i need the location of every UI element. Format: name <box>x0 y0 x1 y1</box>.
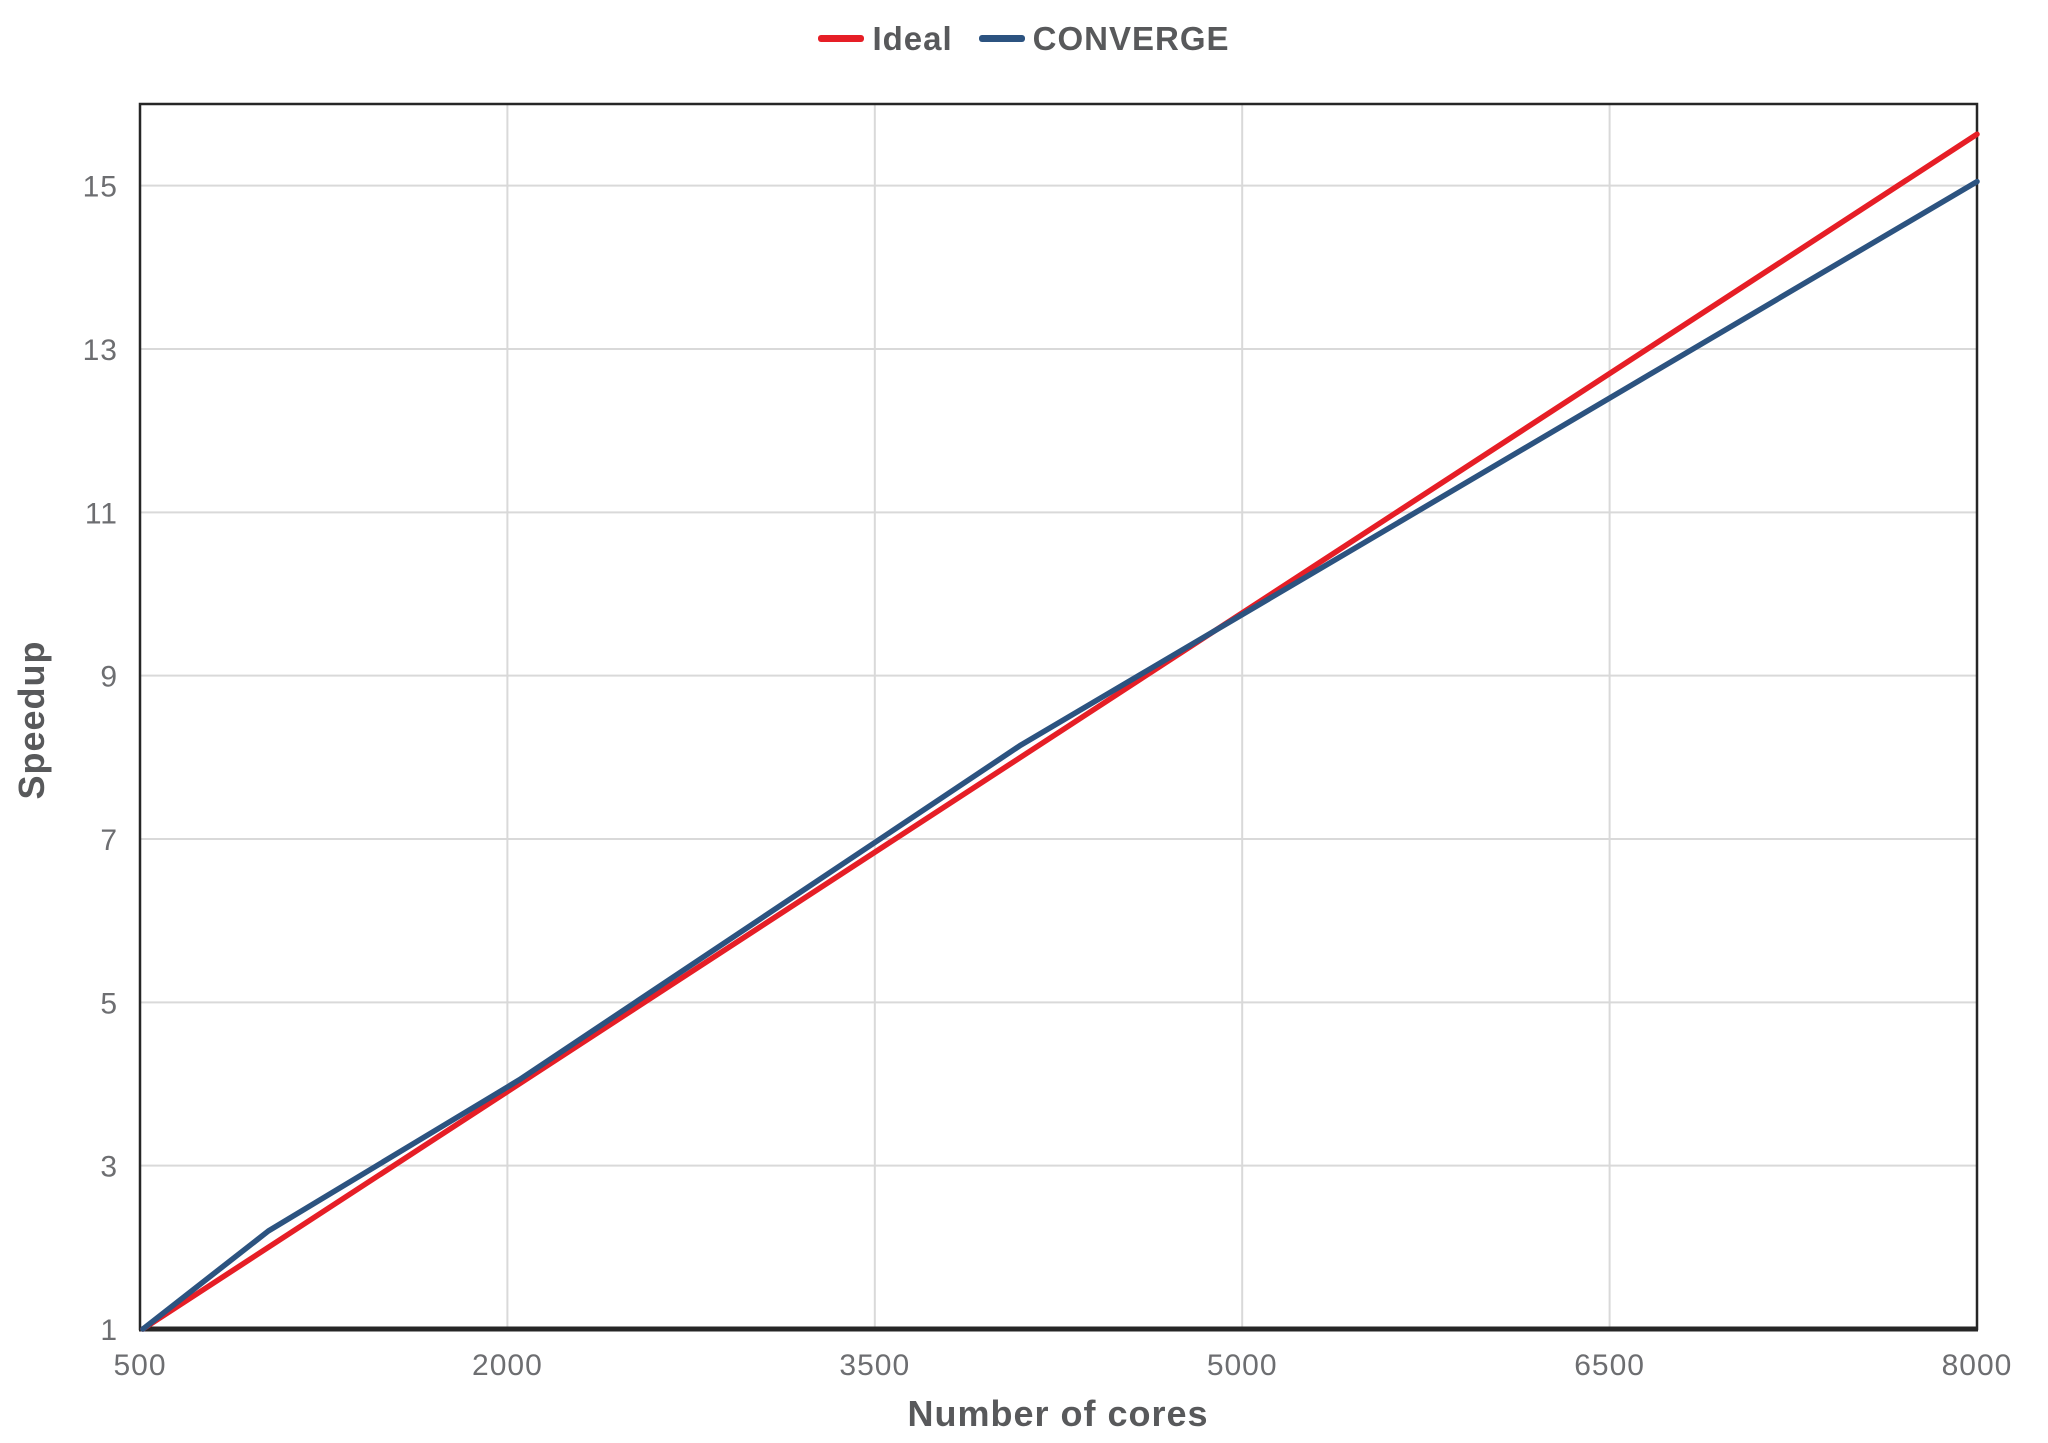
series-lines <box>140 131 1980 1332</box>
gridlines <box>140 104 1977 1329</box>
x-tick-label: 5000 <box>1207 1349 1278 1382</box>
y-tick-label: 7 <box>100 824 118 857</box>
legend-swatch-ideal <box>818 35 865 42</box>
x-tick-label: 3500 <box>839 1349 910 1382</box>
y-tick-label: 15 <box>83 171 118 204</box>
legend-label: CONVERGE <box>1032 20 1230 57</box>
axes <box>138 102 1979 1332</box>
x-tick-label: 500 <box>113 1349 166 1382</box>
chart-legend: Ideal CONVERGE <box>0 22 2048 55</box>
y-tick-label: 9 <box>100 661 118 694</box>
series-line-converge <box>140 178 1980 1332</box>
x-axis-title: Number of cores <box>907 1393 1208 1434</box>
x-tick-label: 2000 <box>472 1349 543 1382</box>
series-line-ideal <box>140 131 1980 1332</box>
x-tick-label: 8000 <box>1942 1349 2013 1382</box>
y-tick-label: 5 <box>100 987 118 1020</box>
y-axis-title: Speedup <box>11 640 52 799</box>
y-tick-label: 11 <box>85 497 118 530</box>
y-tick-label: 3 <box>100 1151 118 1184</box>
legend-item-converge: CONVERGE <box>978 20 1230 57</box>
legend-label: Ideal <box>872 20 953 57</box>
y-tick-label: 1 <box>100 1314 118 1347</box>
x-tick-label: 6500 <box>1574 1349 1645 1382</box>
legend-swatch-converge <box>978 35 1025 42</box>
y-tick-label: 13 <box>83 334 118 367</box>
legend-item-ideal: Ideal <box>818 22 952 55</box>
